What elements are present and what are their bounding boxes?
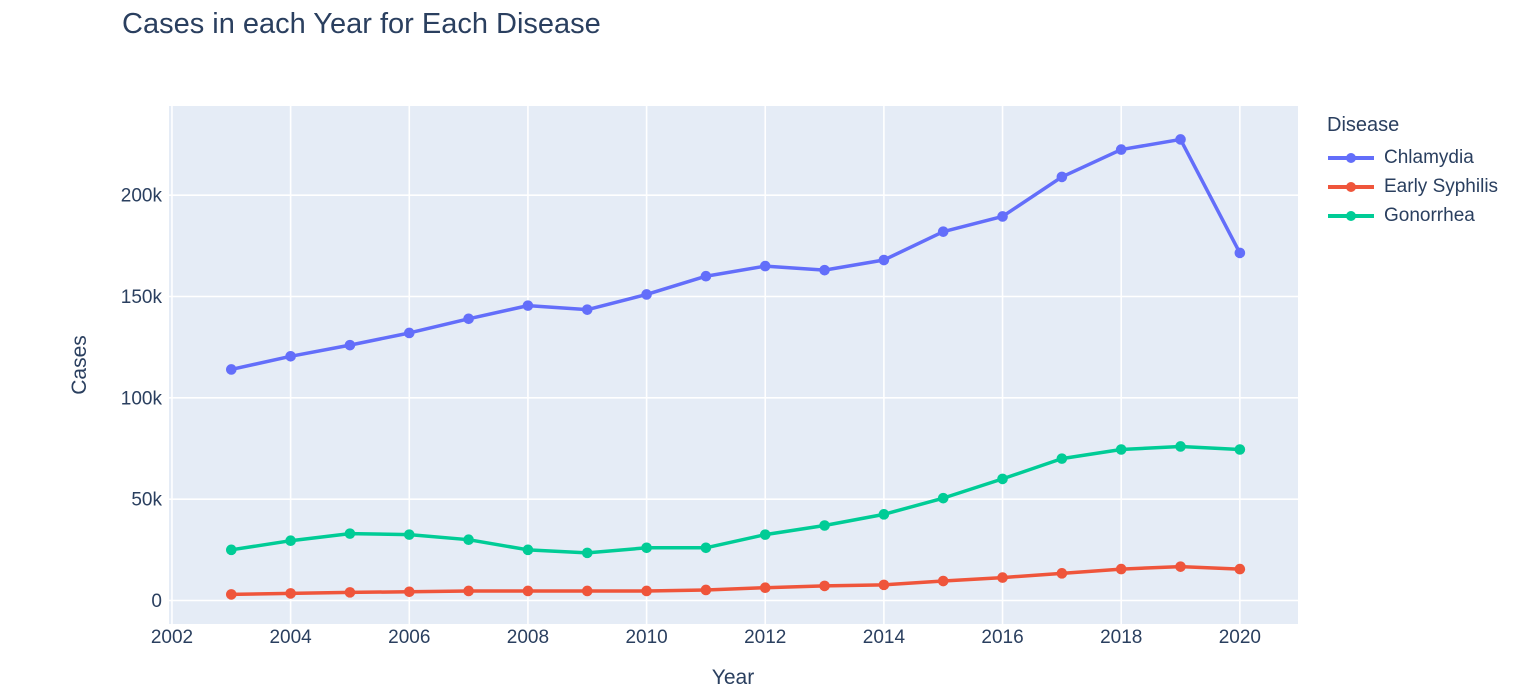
data-point-early-syphilis[interactable] <box>522 585 534 597</box>
data-point-gonorrhea[interactable] <box>1175 441 1186 452</box>
data-point-chlamydia[interactable] <box>641 289 652 300</box>
data-point-gonorrhea[interactable] <box>581 547 593 559</box>
data-point-early-syphilis[interactable] <box>463 585 474 597</box>
x-tick-label: 2006 <box>388 627 430 648</box>
data-point-chlamydia[interactable] <box>344 339 356 351</box>
x-tick-label: 2002 <box>151 627 193 648</box>
data-point-early-syphilis[interactable] <box>403 586 415 598</box>
data-point-early-syphilis[interactable] <box>937 575 949 587</box>
legend-item-chlamydia[interactable]: Chlamydia <box>1327 143 1498 172</box>
data-point-chlamydia[interactable] <box>1175 134 1186 145</box>
y-tick-label: 150k <box>121 287 163 308</box>
legend-title: Disease <box>1327 114 1400 136</box>
data-point-early-syphilis[interactable] <box>878 579 890 591</box>
legend-item-label: Chlamydia <box>1384 146 1474 168</box>
data-point-chlamydia[interactable] <box>522 300 534 311</box>
legend-item-label: Gonorrhea <box>1384 204 1475 226</box>
data-point-gonorrhea[interactable] <box>522 544 534 556</box>
data-point-chlamydia[interactable] <box>819 264 830 276</box>
data-point-gonorrhea[interactable] <box>878 509 890 520</box>
x-tick-label: 2016 <box>981 627 1023 648</box>
data-point-early-syphilis[interactable] <box>1234 563 1246 575</box>
data-point-chlamydia[interactable] <box>1056 171 1068 183</box>
x-tick-label: 2004 <box>269 627 312 648</box>
data-point-chlamydia[interactable] <box>403 327 415 339</box>
legend-swatch-early-syphilis-icon <box>1328 181 1374 192</box>
data-point-chlamydia[interactable] <box>1234 247 1246 259</box>
data-point-early-syphilis[interactable] <box>819 580 830 592</box>
y-axis-title: Cases <box>68 335 91 395</box>
y-tick-label: 100k <box>121 388 163 409</box>
data-point-chlamydia[interactable] <box>997 211 1008 222</box>
legend: Disease Chlamydia Early Syphilis Gonorrhea <box>1327 114 1498 230</box>
x-tick-label: 2020 <box>1219 627 1261 648</box>
legend-swatch-gonorrhea-icon <box>1328 210 1374 221</box>
chart-title: Cases in each Year for Each Disease <box>122 8 601 40</box>
data-point-early-syphilis[interactable] <box>344 587 356 598</box>
data-point-chlamydia[interactable] <box>937 226 949 237</box>
x-tick-label: 2014 <box>863 627 906 648</box>
data-point-early-syphilis[interactable] <box>1175 561 1186 572</box>
data-point-chlamydia[interactable] <box>285 350 296 362</box>
data-point-gonorrhea[interactable] <box>997 473 1008 485</box>
data-point-gonorrhea[interactable] <box>225 544 237 556</box>
x-tick-label: 2012 <box>744 627 786 648</box>
data-point-gonorrhea[interactable] <box>1234 444 1246 455</box>
data-point-gonorrhea[interactable] <box>759 529 771 540</box>
data-point-early-syphilis[interactable] <box>641 585 652 597</box>
legend-item-gonorrhea[interactable]: Gonorrhea <box>1327 201 1498 230</box>
legend-items: Chlamydia Early Syphilis Gonorrhea <box>1327 143 1498 230</box>
data-point-chlamydia[interactable] <box>700 270 712 282</box>
data-point-early-syphilis[interactable] <box>759 582 771 594</box>
data-point-gonorrhea[interactable] <box>1056 453 1068 464</box>
legend-swatch-chlamydia-icon <box>1328 152 1374 163</box>
data-point-gonorrhea[interactable] <box>463 534 474 545</box>
series-line-gonorrhea[interactable] <box>229 444 1242 555</box>
data-point-gonorrhea[interactable] <box>344 528 356 539</box>
data-point-gonorrhea[interactable] <box>937 492 949 504</box>
y-tick-label: 200k <box>121 186 163 207</box>
y-tick-label: 50k <box>131 490 162 511</box>
data-point-gonorrhea[interactable] <box>1115 444 1127 455</box>
data-point-early-syphilis[interactable] <box>700 584 712 596</box>
data-point-early-syphilis[interactable] <box>225 589 237 600</box>
data-point-chlamydia[interactable] <box>581 304 593 315</box>
data-point-chlamydia[interactable] <box>1115 144 1127 155</box>
data-point-chlamydia[interactable] <box>463 313 474 325</box>
series-line-early-syphilis[interactable] <box>229 564 1242 597</box>
x-tick-label: 2008 <box>507 627 549 648</box>
data-point-early-syphilis[interactable] <box>285 588 296 599</box>
x-tick-label: 2018 <box>1100 627 1142 648</box>
data-point-early-syphilis[interactable] <box>1115 563 1127 575</box>
data-point-chlamydia[interactable] <box>225 364 237 375</box>
plot-background <box>169 106 1298 624</box>
data-point-early-syphilis[interactable] <box>1056 568 1068 579</box>
data-point-gonorrhea[interactable] <box>700 542 712 554</box>
y-tick-label: 0 <box>151 591 162 612</box>
data-point-early-syphilis[interactable] <box>581 585 593 597</box>
series-line-chlamydia[interactable] <box>229 137 1242 372</box>
data-point-gonorrhea[interactable] <box>403 529 415 540</box>
x-tick-label: 2010 <box>625 627 667 648</box>
data-point-gonorrhea[interactable] <box>285 535 296 547</box>
x-axis-title: Year <box>711 666 755 689</box>
data-point-early-syphilis[interactable] <box>997 572 1008 583</box>
legend-item-label: Early Syphilis <box>1384 175 1499 197</box>
data-point-gonorrhea[interactable] <box>641 542 652 554</box>
data-point-chlamydia[interactable] <box>759 260 771 272</box>
data-point-gonorrhea[interactable] <box>819 520 830 531</box>
legend-item-early-syphilis[interactable]: Early Syphilis <box>1327 172 1498 201</box>
data-point-chlamydia[interactable] <box>878 254 890 266</box>
